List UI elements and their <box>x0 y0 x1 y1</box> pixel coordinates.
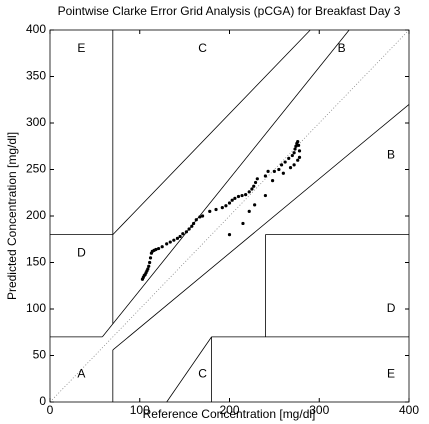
point <box>160 245 164 249</box>
point <box>148 256 153 260</box>
point <box>279 163 284 167</box>
zone-label: B <box>338 41 346 55</box>
zone-label: E <box>387 366 395 380</box>
y-tick-label: 350 <box>26 69 46 83</box>
x-axis-label: Reference Concentration [mg/dl] <box>143 407 316 421</box>
x-tick-label: 100 <box>130 403 150 417</box>
y-tick-label: 100 <box>26 301 46 315</box>
point <box>247 209 251 213</box>
point <box>270 179 275 183</box>
point <box>175 236 180 240</box>
zone-line <box>166 336 212 403</box>
y-tick-label: 150 <box>26 255 46 269</box>
y-tick-label: 0 <box>39 394 46 408</box>
point <box>181 232 185 236</box>
zone-line <box>102 29 350 338</box>
point <box>194 218 198 222</box>
point <box>263 174 267 178</box>
y-tick-label: 50 <box>33 348 47 362</box>
point <box>288 166 293 170</box>
point <box>224 204 228 208</box>
point <box>241 221 245 226</box>
zone-line <box>112 29 311 235</box>
point <box>220 206 224 210</box>
zone-line <box>112 104 410 351</box>
point <box>247 190 251 194</box>
point <box>230 198 234 202</box>
x-tick-label: 0 <box>47 403 54 417</box>
point <box>250 187 254 191</box>
zone-label: B <box>387 148 395 162</box>
zone-label: C <box>198 41 207 55</box>
point <box>208 209 212 213</box>
point <box>244 193 248 197</box>
point <box>165 242 169 246</box>
point <box>240 193 244 198</box>
point <box>184 230 189 234</box>
point <box>146 267 150 271</box>
chart-title: Pointwise Clarke Error Grid Analysis (pC… <box>58 4 401 18</box>
point <box>178 234 182 239</box>
point <box>283 160 287 164</box>
point <box>297 149 302 153</box>
zone-label: D <box>387 301 396 315</box>
point <box>168 240 172 244</box>
zone-label: C <box>198 366 207 380</box>
x-tick-label: 300 <box>309 403 329 417</box>
point <box>297 143 301 147</box>
point <box>263 193 267 198</box>
point <box>292 151 296 155</box>
point <box>190 224 194 228</box>
diagonal <box>49 29 410 403</box>
point <box>253 180 258 185</box>
y-tick-label: 250 <box>26 162 46 176</box>
point <box>296 158 300 162</box>
point <box>227 201 232 205</box>
y-tick-label: 300 <box>26 115 46 129</box>
point <box>156 246 161 251</box>
x-tick-label: 200 <box>219 403 239 417</box>
zone-label: A <box>77 366 85 380</box>
y-tick-label: 400 <box>26 22 46 36</box>
point <box>255 177 259 181</box>
point <box>253 203 257 207</box>
point <box>187 227 191 231</box>
point <box>148 260 152 265</box>
point <box>293 147 297 151</box>
point <box>192 221 196 226</box>
point <box>277 167 281 172</box>
point <box>272 169 276 173</box>
point <box>172 238 176 242</box>
point <box>296 140 300 144</box>
zone-label: E <box>77 41 85 55</box>
point <box>252 184 256 188</box>
point <box>281 171 285 175</box>
point <box>297 155 302 160</box>
y-axis-label: Predicted Concentration [mg/dl] <box>5 132 19 300</box>
point <box>292 163 296 167</box>
point <box>154 247 158 252</box>
point <box>214 207 218 212</box>
x-tick-label: 400 <box>399 403 419 417</box>
point <box>294 144 298 148</box>
point <box>233 196 237 200</box>
point <box>200 214 205 218</box>
zone-label: D <box>77 245 86 259</box>
point <box>266 169 270 173</box>
y-tick-label: 200 <box>26 208 46 222</box>
point <box>227 233 232 237</box>
point <box>198 215 202 219</box>
point <box>236 194 241 199</box>
point <box>147 264 151 268</box>
point <box>287 156 291 160</box>
point <box>290 153 294 158</box>
